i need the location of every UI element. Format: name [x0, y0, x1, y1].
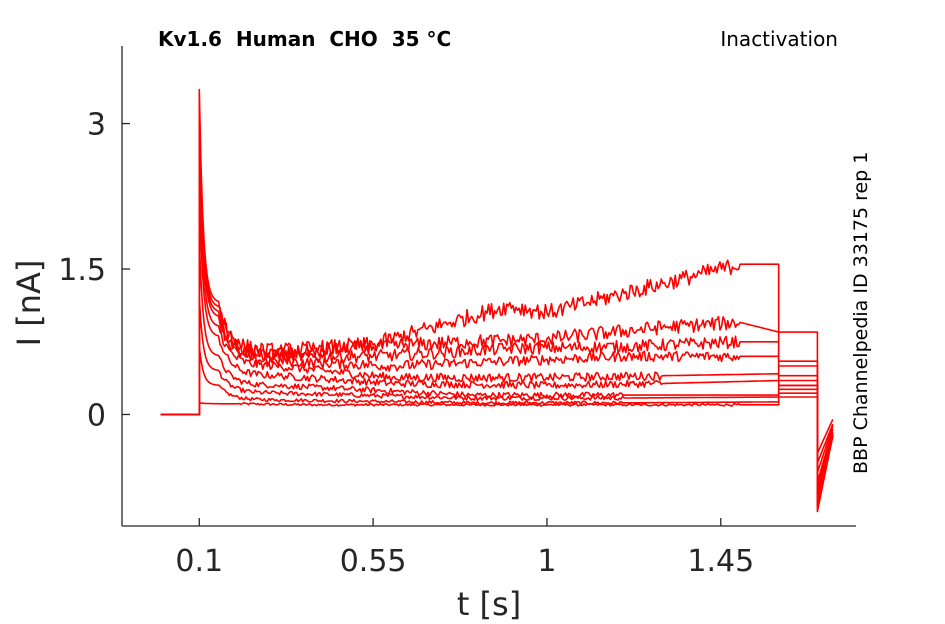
x-axis-label: t [s]: [457, 585, 521, 623]
x-tick-label: 1.45: [687, 544, 754, 579]
chart-title: Kv1.6 Human CHO 35 °C: [158, 27, 452, 51]
axes: 0.1 0.55 1 1.45 0 1.5 3 t [s] I [nA]: [10, 46, 856, 623]
source-label: BBP Channelpedia ID 33175 rep 1: [850, 151, 872, 474]
x-tick-label: 0.55: [340, 544, 407, 579]
y-tick-label: 0: [87, 398, 106, 433]
series-trace-7: [160, 122, 834, 498]
plot-area: [160, 88, 834, 513]
protocol-label: Inactivation: [720, 27, 838, 51]
series-trace-4: [160, 239, 834, 484]
series-trace-8: [160, 113, 834, 503]
series-trace-2: [160, 345, 834, 464]
y-tick-label: 3: [87, 108, 106, 143]
y-axis-label: I [nA]: [10, 260, 48, 347]
x-tick-label: 0.1: [175, 544, 223, 579]
x-tick-label: 1: [537, 544, 556, 579]
y-tick-label: 1.5: [58, 253, 106, 288]
series-trace-9: [160, 103, 834, 508]
series-trace-10: [160, 88, 834, 513]
series-trace-6: [160, 151, 834, 493]
series-trace-1: [160, 396, 834, 455]
series-trace-5: [160, 190, 834, 488]
